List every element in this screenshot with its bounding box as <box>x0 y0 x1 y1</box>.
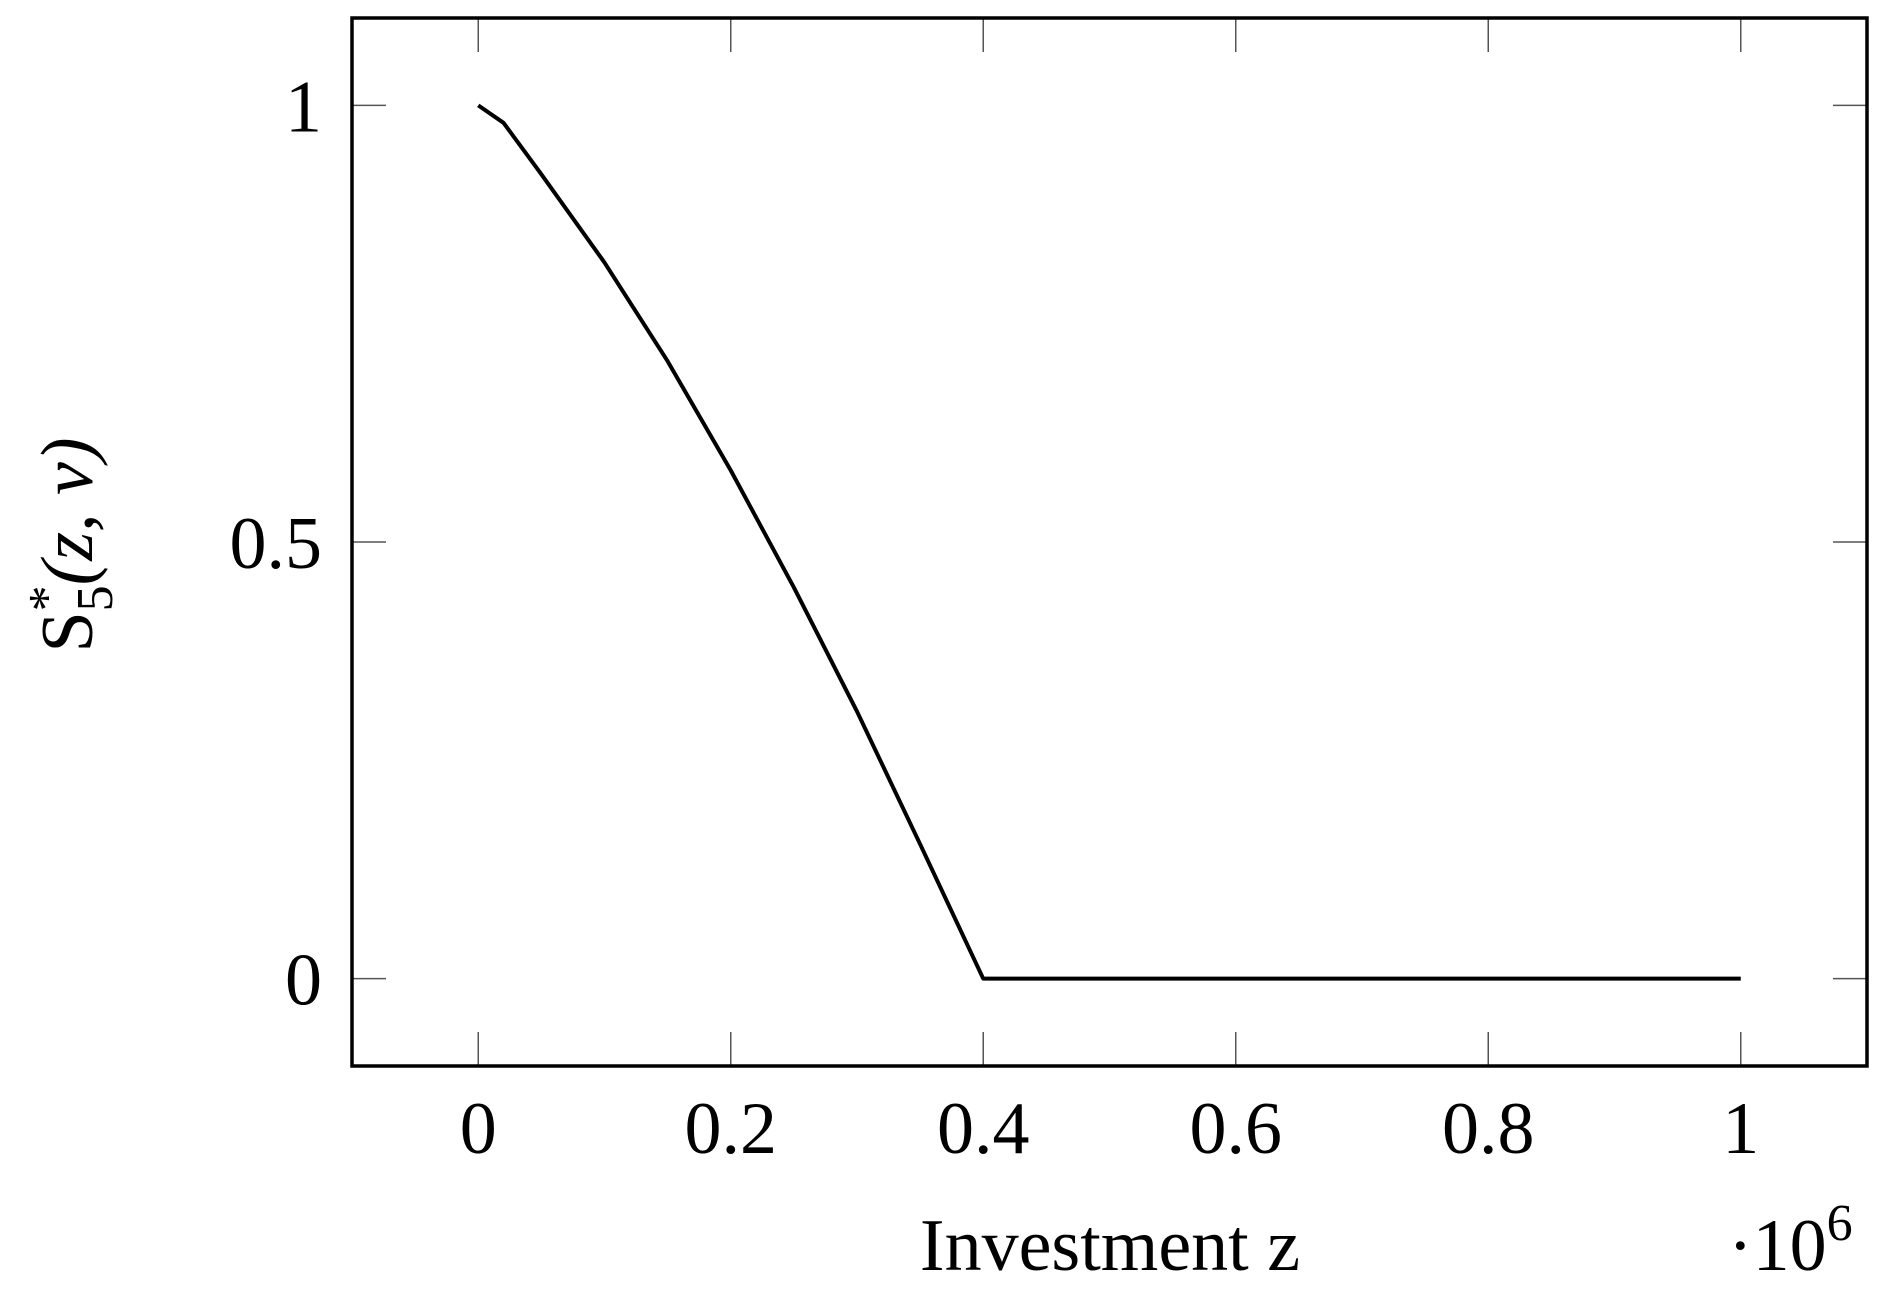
x-tick-label: 0.6 <box>1190 1088 1283 1170</box>
y-tick-label: 0.5 <box>230 503 323 585</box>
data-line <box>477 103 1741 981</box>
x-multiplier: ·106 <box>1728 1195 1853 1287</box>
y-label-args: (z, v) <box>27 437 109 585</box>
x-tick-label: 0.4 <box>937 1088 1030 1170</box>
x-tick-label: 0.8 <box>1442 1088 1535 1170</box>
y-label-symbol: S <box>27 611 109 652</box>
x-tick-label: 0.2 <box>685 1088 778 1170</box>
y-label-sup: * <box>19 585 76 611</box>
x-tick-label: 1 <box>1722 1088 1759 1170</box>
x-multiplier-base: ·10 <box>1728 1205 1827 1287</box>
plot-frame <box>350 16 1869 1068</box>
y-axis-label: S*5(z, v) <box>19 437 124 652</box>
x-axis-label: Investment z <box>920 1205 1300 1287</box>
x-tick-label: 0 <box>460 1088 497 1170</box>
y-label-sub: 5 <box>67 585 124 611</box>
x-multiplier-exponent: 6 <box>1827 1195 1853 1252</box>
y-tick-label: 0 <box>285 940 322 1022</box>
y-tick-label: 1 <box>285 66 322 148</box>
